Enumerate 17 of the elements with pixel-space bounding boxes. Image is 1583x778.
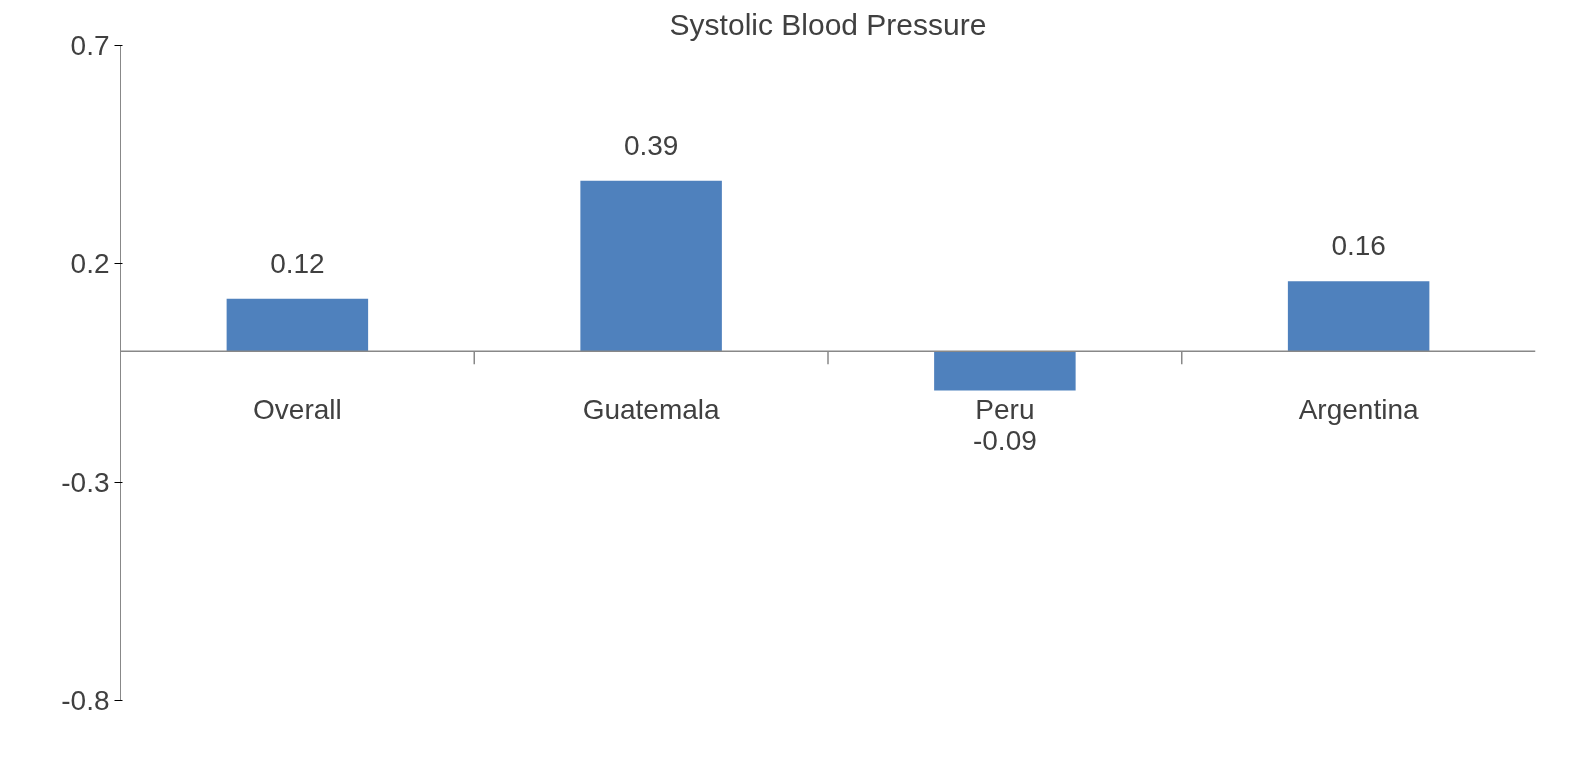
- y-tick-label: -0.8: [61, 685, 110, 716]
- y-tick-label: 0.2: [70, 248, 110, 280]
- data-label: 0.12: [270, 247, 325, 279]
- x-tick-label: Peru: [975, 394, 1035, 426]
- y-tick-label: -0.3: [61, 466, 110, 498]
- y-tick-label: 0.7: [70, 30, 110, 61]
- x-tick-label: Guatemala: [582, 394, 721, 426]
- bar: [580, 180, 722, 352]
- bar: [1287, 281, 1430, 352]
- x-tick-label: Overall: [253, 394, 342, 426]
- bar: [226, 298, 369, 352]
- data-label: -0.09: [972, 425, 1037, 457]
- bar: [934, 351, 1076, 391]
- data-label: 0.16: [1331, 230, 1386, 262]
- data-label: 0.39: [623, 129, 679, 161]
- x-tick-label: Argentina: [1298, 394, 1419, 426]
- chart-title: Systolic Blood Pressure: [669, 7, 987, 41]
